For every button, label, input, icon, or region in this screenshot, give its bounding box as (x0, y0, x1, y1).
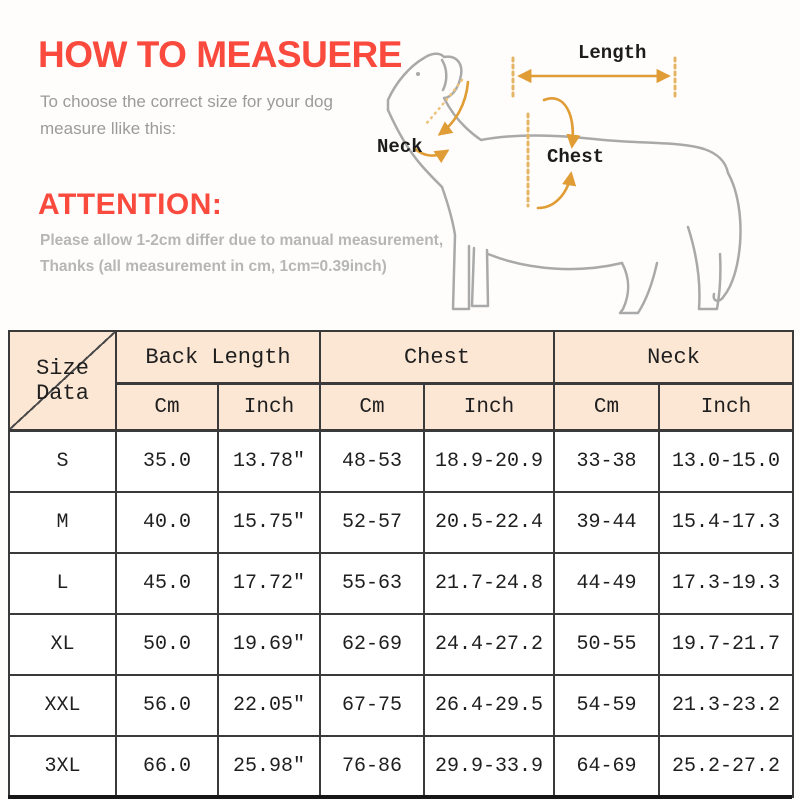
subtitle-line-2: measure llike this: (40, 119, 177, 139)
neck-inch-cell: 25.2-27.2 (658, 735, 794, 798)
size-cell: XL (8, 613, 117, 676)
back-inch-cell: 15.75″ (217, 491, 321, 554)
chest-arrow-bottom-icon (536, 171, 577, 210)
group-header-chest: Chest (319, 330, 555, 385)
size-data-corner-cell: Size Data (8, 330, 117, 432)
back-inch-cell: 13.78″ (217, 429, 321, 493)
neck-cm-cell: 39-44 (553, 491, 660, 554)
unit-header-chest-cm: Cm (319, 382, 425, 432)
size-cell: M (8, 491, 117, 554)
chest-cm-cell: 55-63 (319, 552, 425, 615)
back-inch-cell: 17.72″ (217, 552, 321, 615)
back-inch-cell: 22.05″ (217, 674, 321, 737)
subtitle-line-1: To choose the correct size for your dog (40, 92, 333, 111)
unit-header-chest-inch: Inch (423, 382, 555, 432)
chest-inch-cell: 29.9-33.9 (423, 735, 555, 798)
back-cm-cell: 50.0 (115, 613, 219, 676)
chest-cm-cell: 76-86 (319, 735, 425, 798)
size-chart-table: Size Data Back Length Chest Neck Cm Inch… (8, 330, 794, 798)
group-header-neck: Neck (553, 330, 794, 385)
neck-inch-cell: 17.3-19.3 (658, 552, 794, 615)
subtitle: To choose the correct size for your dog … (40, 88, 333, 142)
neck-inch-cell: 15.4-17.3 (658, 491, 794, 554)
table-group-header-row: Size Data Back Length Chest Neck (8, 330, 794, 432)
neck-cm-cell: 33-38 (553, 429, 660, 493)
back-cm-cell: 35.0 (115, 429, 219, 493)
table-row-xl: XL 50.0 19.69″ 62-69 24.4-27.2 50-55 19.… (8, 613, 794, 676)
neck-cm-cell: 64-69 (553, 735, 660, 798)
chest-inch-cell: 21.7-24.8 (423, 552, 555, 615)
group-header-back-length: Back Length (115, 330, 321, 385)
size-cell: L (8, 552, 117, 615)
dog-outline-icon (386, 52, 742, 315)
chest-inch-cell: 26.4-29.5 (423, 674, 555, 737)
size-cell: 3XL (8, 735, 117, 798)
unit-header-neck-cm: Cm (553, 382, 660, 432)
back-inch-cell: 19.69″ (217, 613, 321, 676)
back-cm-cell: 40.0 (115, 491, 219, 554)
neck-inch-cell: 13.0-15.0 (658, 429, 794, 493)
neck-label: Neck (377, 136, 423, 158)
size-cell: S (8, 429, 117, 493)
table-row-m: M 40.0 15.75″ 52-57 20.5-22.4 39-44 15.4… (8, 491, 794, 554)
length-label: Length (578, 42, 647, 64)
table-row-s: S 35.0 13.78″ 48-53 18.9-20.9 33-38 13.0… (8, 429, 794, 493)
measurement-arrows (412, 68, 671, 210)
page-title: HOW TO MEASUERE (38, 34, 402, 75)
attention-note: Please allow 1-2cm differ due to manual … (40, 228, 443, 279)
chest-cm-cell: 48-53 (319, 429, 425, 493)
table-row-3xl: 3XL 66.0 25.98″ 76-86 29.9-33.9 64-69 25… (8, 735, 794, 798)
bottom-divider (8, 795, 792, 799)
attention-title: ATTENTION: (38, 188, 223, 221)
neck-cm-cell: 50-55 (553, 613, 660, 676)
chest-cm-cell: 52-57 (319, 491, 425, 554)
neck-cm-cell: 44-49 (553, 552, 660, 615)
neck-dotted-guide (424, 78, 464, 126)
neck-arrow-down-icon (437, 80, 470, 136)
back-inch-cell: 25.98″ (217, 735, 321, 798)
size-cell: XXL (8, 674, 117, 737)
measurement-guide-lines (511, 56, 677, 208)
attention-note-line-1: Please allow 1-2cm differ due to manual … (40, 232, 444, 249)
back-cm-cell: 56.0 (115, 674, 219, 737)
chest-inch-cell: 24.4-27.2 (423, 613, 555, 676)
table-row-xxl: XXL 56.0 22.05″ 67-75 26.4-29.5 54-59 21… (8, 674, 794, 737)
chest-cm-cell: 67-75 (319, 674, 425, 737)
table-unit-header-row: Cm Inch Cm Inch Cm Inch (9, 382, 794, 432)
chest-inch-cell: 20.5-22.4 (423, 491, 555, 554)
unit-header-neck-inch: Inch (658, 382, 794, 432)
chest-label: Chest (547, 146, 605, 168)
chest-arrow-top-icon (542, 97, 581, 149)
unit-header-back-cm: Cm (115, 382, 219, 432)
unit-header-back-inch: Inch (217, 382, 321, 432)
neck-inch-cell: 21.3-23.2 (658, 674, 794, 737)
back-cm-cell: 45.0 (115, 552, 219, 615)
neck-cm-cell: 54-59 (553, 674, 660, 737)
neck-inch-cell: 19.7-21.7 (658, 613, 794, 676)
back-cm-cell: 66.0 (115, 735, 219, 798)
chest-cm-cell: 62-69 (319, 613, 425, 676)
attention-note-line-2: Thanks (all measurement in cm, 1cm=0.39i… (40, 257, 387, 275)
neck-arrow-up-icon (412, 146, 450, 164)
dog-measurement-diagram (386, 52, 742, 315)
chest-inch-cell: 18.9-20.9 (423, 429, 555, 493)
table-row-l: L 45.0 17.72″ 55-63 21.7-24.8 44-49 17.3… (8, 552, 794, 615)
